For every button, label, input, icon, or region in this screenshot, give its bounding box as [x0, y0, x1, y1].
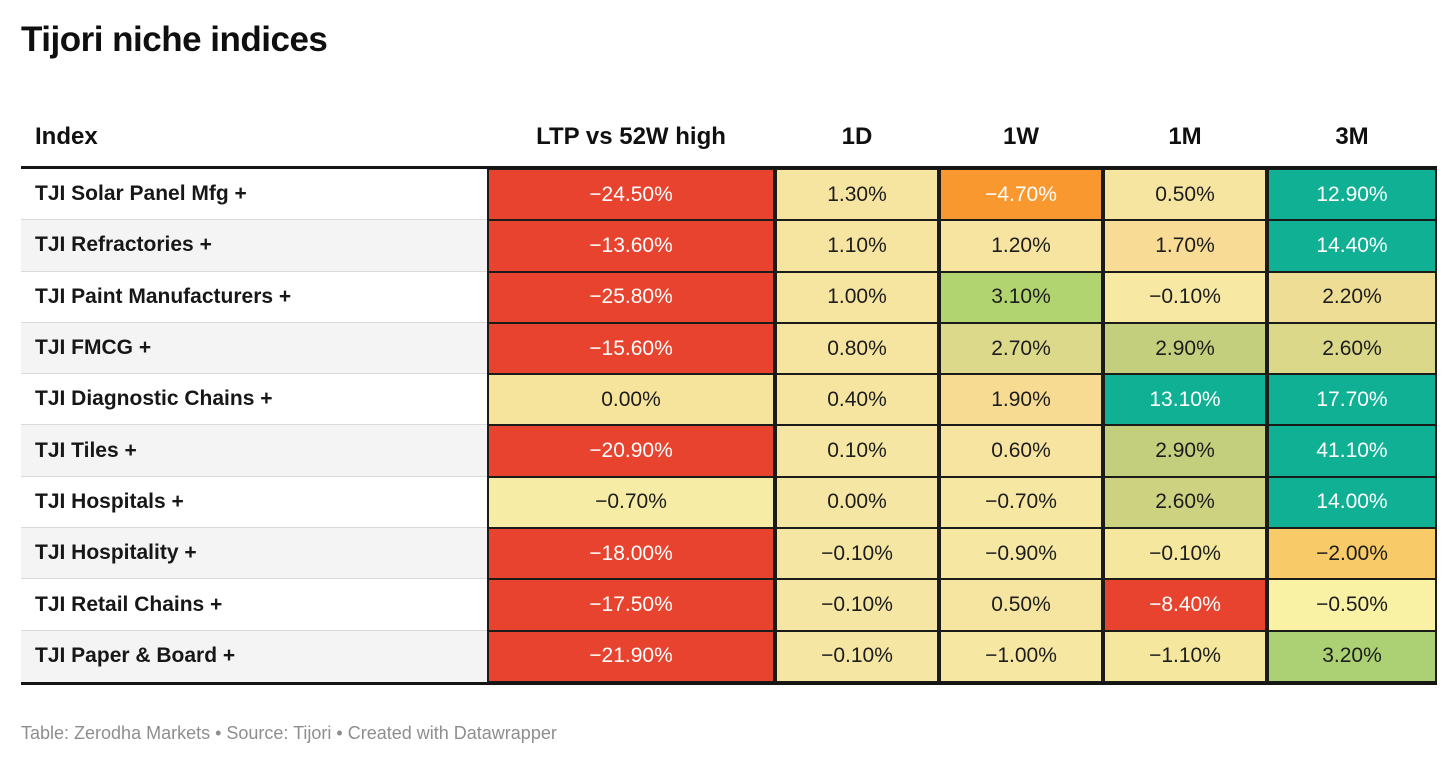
- table-credits: Table: Zerodha Markets • Source: Tijori …: [21, 723, 557, 743]
- heat-cell: −0.70%: [939, 476, 1103, 529]
- heat-cell: 2.90%: [1103, 425, 1267, 477]
- column-header-1w: 1W: [1003, 123, 1039, 150]
- heat-cell: 1.70%: [1103, 220, 1267, 272]
- heat-cell: 0.50%: [939, 579, 1103, 631]
- heat-cell: −15.60%: [487, 322, 775, 375]
- heat-cell: −0.50%: [1267, 579, 1437, 631]
- table-row: TJI Retail Chains + −17.50% −0.10% 0.50%…: [21, 579, 1437, 631]
- table-header-row: Index LTP vs 52W high 1D 1W 1M 3M: [21, 108, 1437, 169]
- page-title: Tijori niche indices: [21, 20, 328, 59]
- heat-cell: 0.00%: [775, 476, 939, 529]
- heat-cell: 1.10%: [775, 220, 939, 272]
- row-label-expander[interactable]: TJI Refractories +: [21, 220, 487, 272]
- heat-cell: −1.10%: [1103, 630, 1267, 682]
- heat-cell: 12.90%: [1267, 169, 1437, 221]
- table-row: TJI Solar Panel Mfg + −24.50% 1.30% −4.7…: [21, 169, 1437, 221]
- row-label-expander[interactable]: TJI Hospitals +: [21, 476, 487, 529]
- heat-cell: −25.80%: [487, 271, 775, 323]
- heat-cell: −0.70%: [487, 476, 775, 529]
- heat-cell: 2.70%: [939, 322, 1103, 375]
- heat-cell: −2.00%: [1267, 528, 1437, 580]
- row-label-expander[interactable]: TJI Diagnostic Chains +: [21, 374, 487, 426]
- heat-cell: 3.10%: [939, 271, 1103, 323]
- heat-cell: 2.60%: [1103, 476, 1267, 529]
- heat-cell: 1.30%: [775, 169, 939, 221]
- heat-cell: 2.20%: [1267, 271, 1437, 323]
- row-label-expander[interactable]: TJI Retail Chains +: [21, 579, 487, 631]
- heat-cell: 0.00%: [487, 374, 775, 426]
- heat-cell: 1.90%: [939, 374, 1103, 426]
- heat-cell: 14.40%: [1267, 220, 1437, 272]
- heat-cell: −21.90%: [487, 630, 775, 682]
- heat-cell: −18.00%: [487, 528, 775, 580]
- heat-cell: −0.90%: [939, 528, 1103, 580]
- heat-cell: −4.70%: [939, 169, 1103, 221]
- heat-cell: 2.90%: [1103, 322, 1267, 375]
- heat-cell: −0.10%: [775, 528, 939, 580]
- table-body: TJI Solar Panel Mfg + −24.50% 1.30% −4.7…: [21, 169, 1437, 685]
- heat-cell: −13.60%: [487, 220, 775, 272]
- heat-cell: 1.00%: [775, 271, 939, 323]
- heat-cell: 0.40%: [775, 374, 939, 426]
- table-row: TJI Tiles + −20.90% 0.10% 0.60% 2.90% 41…: [21, 425, 1437, 477]
- heat-cell: −0.10%: [1103, 528, 1267, 580]
- column-header-3m: 3M: [1335, 123, 1369, 150]
- heat-cell: −24.50%: [487, 169, 775, 221]
- table-row: TJI Hospitality + −18.00% −0.10% −0.90% …: [21, 528, 1437, 580]
- heat-cell: 2.60%: [1267, 322, 1437, 375]
- column-header-1m: 1M: [1168, 123, 1202, 150]
- heat-cell: 14.00%: [1267, 476, 1437, 529]
- column-header-index: Index: [35, 123, 98, 150]
- heat-cell: −17.50%: [487, 579, 775, 631]
- heat-cell: 3.20%: [1267, 630, 1437, 682]
- heat-cell: 1.20%: [939, 220, 1103, 272]
- indices-table: Index LTP vs 52W high 1D 1W 1M 3M TJI So…: [21, 108, 1437, 685]
- table-row: TJI FMCG + −15.60% 0.80% 2.70% 2.90% 2.6…: [21, 322, 1437, 375]
- heat-cell: 13.10%: [1103, 374, 1267, 426]
- column-header-1d: 1D: [841, 123, 873, 150]
- row-label-expander[interactable]: TJI FMCG +: [21, 322, 487, 375]
- heat-cell: 0.50%: [1103, 169, 1267, 221]
- heat-cell: 0.60%: [939, 425, 1103, 477]
- heat-cell: −0.10%: [775, 630, 939, 682]
- heat-cell: −0.10%: [1103, 271, 1267, 323]
- heat-cell: −20.90%: [487, 425, 775, 477]
- heat-cell: 41.10%: [1267, 425, 1437, 477]
- table-row: TJI Diagnostic Chains + 0.00% 0.40% 1.90…: [21, 374, 1437, 426]
- heat-cell: 0.80%: [775, 322, 939, 375]
- table-row: TJI Hospitals + −0.70% 0.00% −0.70% 2.60…: [21, 476, 1437, 529]
- row-label-expander[interactable]: TJI Hospitality +: [21, 528, 487, 580]
- row-label-expander[interactable]: TJI Solar Panel Mfg +: [21, 169, 487, 221]
- heat-cell: −1.00%: [939, 630, 1103, 682]
- row-label-expander[interactable]: TJI Paint Manufacturers +: [21, 271, 487, 323]
- table-row: TJI Refractories + −13.60% 1.10% 1.20% 1…: [21, 220, 1437, 272]
- table-row: TJI Paper & Board + −21.90% −0.10% −1.00…: [21, 630, 1437, 682]
- row-label-expander[interactable]: TJI Paper & Board +: [21, 630, 487, 682]
- heat-cell: −8.40%: [1103, 579, 1267, 631]
- heat-cell: 0.10%: [775, 425, 939, 477]
- heat-cell: 17.70%: [1267, 374, 1437, 426]
- table-row: TJI Paint Manufacturers + −25.80% 1.00% …: [21, 271, 1437, 323]
- column-header-ltp-vs-52w-high: LTP vs 52W high: [536, 123, 726, 150]
- heat-cell: −0.10%: [775, 579, 939, 631]
- row-label-expander[interactable]: TJI Tiles +: [21, 425, 487, 477]
